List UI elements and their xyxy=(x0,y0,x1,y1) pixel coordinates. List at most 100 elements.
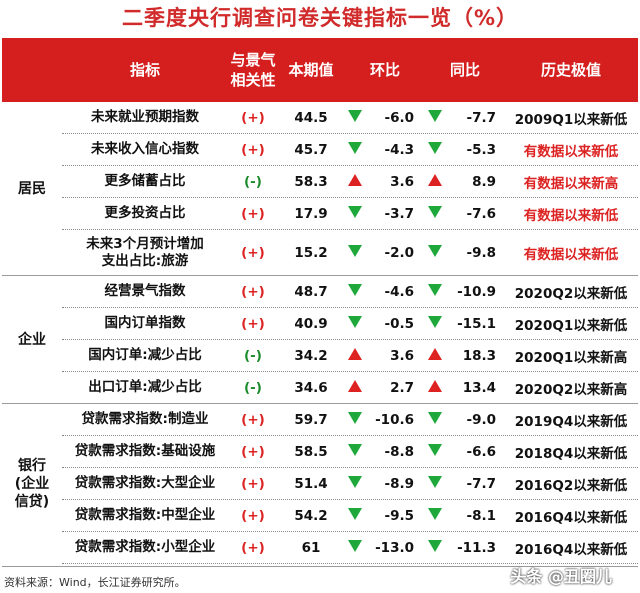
qoq-value: -9.5 xyxy=(384,507,414,524)
down-arrow-icon xyxy=(428,109,442,126)
cell-historical: 有数据以来新低 xyxy=(523,207,619,224)
cell-current: 44.5 xyxy=(294,109,328,126)
cell-historical: 2020Q2以来新高 xyxy=(514,381,628,398)
cell-historical: 有数据以来新高 xyxy=(523,175,619,192)
table-row: 未来就业预期指数 (+) 44.5 -6.0 -7.7 2009Q1以来新低 xyxy=(62,102,638,134)
cell-correlation: (+) xyxy=(241,507,265,524)
yoy-value: -10.9 xyxy=(457,283,496,300)
cell-historical: 有数据以来新低 xyxy=(523,143,619,160)
qoq-value: -6.0 xyxy=(384,109,414,126)
yoy-value: -9.8 xyxy=(466,244,496,261)
cell-current: 40.9 xyxy=(294,315,328,332)
cell-correlation: (+) xyxy=(241,539,265,556)
table-row: 贷款需求指数:大型企业 (+) 51.4 -8.9 -7.7 2016Q2以来新低 xyxy=(62,468,638,500)
cell-correlation: (-) xyxy=(244,379,262,396)
group-separator xyxy=(2,275,638,276)
cell-indicator: 未来3个月预计增加 支出占比:旅游 xyxy=(62,230,228,275)
qoq-value: -0.5 xyxy=(384,315,414,332)
cell-qoq: -8.8 xyxy=(344,436,426,467)
cell-indicator: 更多储蓄占比 xyxy=(104,173,186,189)
table-row: 未来收入信心指数 (+) 45.7 -4.3 -5.3 有数据以来新低 xyxy=(62,134,638,166)
qoq-value: -4.6 xyxy=(384,283,414,300)
cell-current: 34.6 xyxy=(294,379,328,396)
cell-indicator: 国内订单指数 xyxy=(104,315,186,331)
cell-current: 59.7 xyxy=(294,411,328,428)
cell-yoy: -10.9 xyxy=(426,276,504,307)
up-arrow-icon xyxy=(348,379,362,396)
down-arrow-icon xyxy=(348,109,362,126)
cell-yoy: -9.8 xyxy=(426,230,504,275)
cell-current: 54.2 xyxy=(294,507,328,524)
cell-qoq: -8.9 xyxy=(344,468,426,499)
down-arrow-icon xyxy=(428,539,442,556)
qoq-value: 3.6 xyxy=(390,347,414,364)
up-arrow-icon xyxy=(348,347,362,364)
cell-historical: 2016Q2以来新低 xyxy=(514,477,628,494)
cell-indicator: 经营景气指数 xyxy=(104,283,186,299)
cell-indicator: 贷款需求指数:大型企业 xyxy=(74,475,216,491)
cell-yoy: -8.1 xyxy=(426,500,504,531)
table-row: 未来3个月预计增加 支出占比:旅游 (+) 15.2 -2.0 -9.8 有数据以来新低 xyxy=(62,230,638,276)
cell-yoy: -5.3 xyxy=(426,134,504,165)
down-arrow-icon xyxy=(348,539,362,556)
indicator-line: 支出占比:旅游 xyxy=(101,252,189,269)
qoq-value: 3.6 xyxy=(390,173,414,190)
cell-qoq: -4.6 xyxy=(344,276,426,307)
cell-qoq: -13.0 xyxy=(344,532,426,563)
cell-correlation: (+) xyxy=(241,315,265,332)
table-bottom-border xyxy=(2,566,638,567)
cell-qoq: -0.5 xyxy=(344,308,426,339)
cell-historical: 2020Q1以来新高 xyxy=(514,349,628,366)
cell-correlation: (-) xyxy=(244,347,262,364)
header-correlation-line-2: 相关性 xyxy=(230,71,276,89)
cell-yoy: 18.3 xyxy=(426,340,504,371)
down-arrow-icon xyxy=(428,475,442,492)
cell-indicator: 更多投资占比 xyxy=(104,205,186,221)
table-row: 贷款需求指数:制造业 (+) 59.7 -10.6 -9.0 2019Q4以来新低 xyxy=(62,404,638,436)
table-row: 国内订单指数 (+) 40.9 -0.5 -15.1 2020Q1以来新低 xyxy=(62,308,638,340)
cell-indicator: 未来收入信心指数 xyxy=(91,141,199,157)
down-arrow-icon xyxy=(348,443,362,460)
down-arrow-icon xyxy=(348,475,362,492)
table-row: 贷款需求指数:小型企业 (+) 61 -13.0 -11.3 2016Q4以来新低 xyxy=(62,532,638,564)
cell-current: 15.2 xyxy=(294,244,328,261)
yoy-value: 8.9 xyxy=(472,173,496,190)
yoy-value: -6.6 xyxy=(466,443,496,460)
down-arrow-icon xyxy=(428,411,442,428)
cell-yoy: -9.0 xyxy=(426,404,504,435)
group-label: 银行 (企业 信贷) xyxy=(2,404,62,564)
cell-correlation: (+) xyxy=(241,205,265,222)
header-historical: 历史极值 xyxy=(540,61,601,79)
header-indicator: 指标 xyxy=(129,61,160,79)
cell-yoy: -15.1 xyxy=(426,308,504,339)
up-arrow-icon xyxy=(348,173,362,190)
table-row: 更多投资占比 (+) 17.9 -3.7 -7.6 有数据以来新低 xyxy=(62,198,638,230)
source-note: 资料来源：Wind，长江证券研究所。 xyxy=(4,576,186,589)
qoq-value: 2.7 xyxy=(390,379,414,396)
cell-indicator: 出口订单:减少占比 xyxy=(88,379,202,395)
cell-qoq: -2.0 xyxy=(344,230,426,275)
cell-current: 45.7 xyxy=(294,141,328,158)
cell-historical: 2016Q4以来新低 xyxy=(514,509,628,526)
yoy-value: -8.1 xyxy=(466,507,496,524)
down-arrow-icon xyxy=(428,443,442,460)
cell-correlation: (+) xyxy=(241,244,265,261)
watermark: 头条 @丑圈儿 xyxy=(510,567,612,586)
cell-qoq: 3.6 xyxy=(344,340,426,371)
header-yoy: 同比 xyxy=(449,61,480,79)
cell-qoq: -4.3 xyxy=(344,134,426,165)
cell-qoq: -3.7 xyxy=(344,198,426,229)
down-arrow-icon xyxy=(348,411,362,428)
group-label-line: 信贷) xyxy=(14,494,50,510)
indicator-line: 未来3个月预计增加 xyxy=(86,235,204,252)
yoy-value: -7.7 xyxy=(466,475,496,492)
cell-correlation: (+) xyxy=(241,443,265,460)
down-arrow-icon xyxy=(348,244,362,261)
cell-yoy: 13.4 xyxy=(426,372,504,403)
cell-qoq: 3.6 xyxy=(344,166,426,197)
down-arrow-icon xyxy=(428,315,442,332)
cell-historical: 2018Q4以来新低 xyxy=(514,445,628,462)
yoy-value: 18.3 xyxy=(462,347,496,364)
yoy-value: -11.3 xyxy=(457,539,496,556)
table-row: 更多储蓄占比 (-) 58.3 3.6 8.9 有数据以来新高 xyxy=(62,166,638,198)
